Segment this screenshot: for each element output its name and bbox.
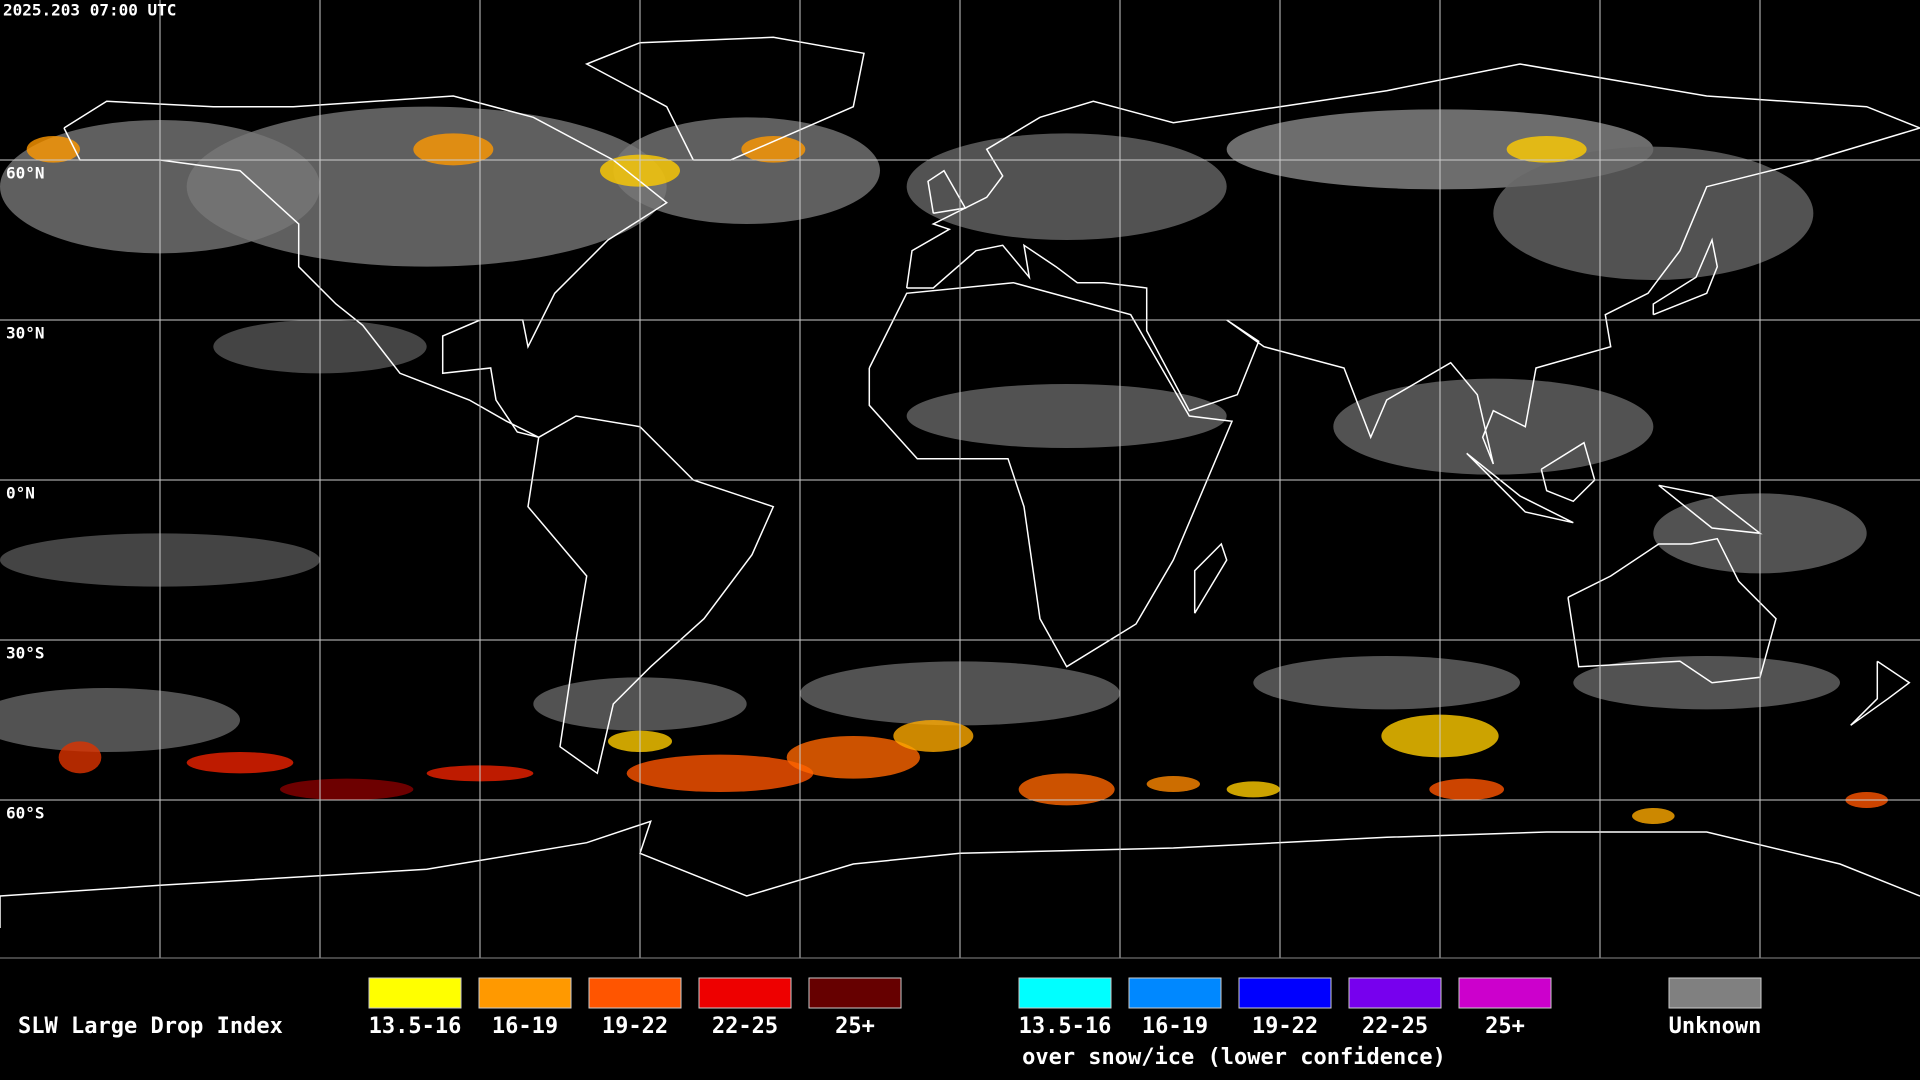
coastline bbox=[527, 415, 775, 775]
latitude-labels: 60°N 30°N 0°N 30°S 60°S bbox=[6, 164, 45, 823]
legend-swatch bbox=[808, 977, 902, 1009]
coastline bbox=[1850, 660, 1911, 726]
cloud-patch bbox=[280, 778, 414, 800]
coastlines bbox=[0, 36, 1920, 928]
legend-swatch bbox=[1128, 977, 1222, 1009]
coastline bbox=[868, 281, 1234, 668]
legend-title: SLW Large Drop Index bbox=[18, 1014, 283, 1039]
coastline bbox=[927, 169, 967, 215]
legend-swatch bbox=[478, 977, 572, 1009]
cloud-patch bbox=[186, 752, 294, 774]
coastline bbox=[1540, 441, 1596, 503]
legend-label: 13.5-16 bbox=[369, 1014, 462, 1039]
cloud-patch bbox=[906, 133, 1227, 240]
legend-swatch bbox=[1458, 977, 1552, 1009]
coastline bbox=[1652, 237, 1719, 316]
cloud-patch bbox=[741, 136, 806, 163]
cloud-patch bbox=[1632, 808, 1675, 824]
legend-label: Unknown bbox=[1669, 1014, 1762, 1039]
cloud-patch bbox=[1506, 136, 1587, 163]
snow-note: over snow/ice (lower confidence) bbox=[1022, 1045, 1446, 1070]
legend-label: 25+ bbox=[1485, 1014, 1525, 1039]
graticule bbox=[0, 0, 1920, 958]
coastline bbox=[63, 95, 668, 439]
legend-label: 25+ bbox=[835, 1014, 875, 1039]
legend-swatch bbox=[368, 977, 462, 1009]
legend-label: 19-22 bbox=[602, 1014, 668, 1039]
legend-swatch bbox=[1348, 977, 1442, 1009]
cloud-patch bbox=[1226, 781, 1281, 798]
cloud-patch bbox=[413, 133, 494, 166]
legend-swatch bbox=[588, 977, 682, 1009]
legend-label: 22-25 bbox=[712, 1014, 778, 1039]
cloud-patch bbox=[1253, 656, 1520, 710]
latitude-label: 60°S bbox=[6, 804, 45, 823]
cloud-patch bbox=[1146, 776, 1201, 792]
cloud-patch bbox=[26, 136, 81, 163]
legend-swatch bbox=[1238, 977, 1332, 1009]
cloud-patch bbox=[1429, 778, 1504, 800]
coastline bbox=[1193, 542, 1228, 614]
cloud-patch bbox=[786, 736, 920, 779]
legend-label: 22-25 bbox=[1362, 1014, 1428, 1039]
cloud-patch bbox=[1018, 773, 1115, 806]
legend-label: 13.5-16 bbox=[1019, 1014, 1112, 1039]
cloud-patch bbox=[1333, 378, 1654, 475]
coastline bbox=[1466, 452, 1574, 524]
cloud-layer bbox=[0, 106, 1888, 824]
coastline bbox=[905, 63, 1920, 465]
latitude-label: 30°S bbox=[6, 644, 45, 663]
latitude-label: 0°N bbox=[6, 484, 35, 503]
cloud-patch bbox=[58, 741, 102, 774]
latitude-label: 30°N bbox=[6, 324, 45, 343]
timestamp: 2025.203 07:00 UTC bbox=[3, 1, 176, 20]
cloud-patch bbox=[893, 720, 974, 752]
cloud-patch bbox=[626, 754, 814, 792]
legend-label: 19-22 bbox=[1252, 1014, 1318, 1039]
legend-label: 16-19 bbox=[1142, 1014, 1208, 1039]
legend-swatch bbox=[698, 977, 792, 1009]
legend: SLW Large Drop Index over snow/ice (lowe… bbox=[18, 977, 1762, 1070]
legend-label: 16-19 bbox=[492, 1014, 558, 1039]
cloud-patch bbox=[0, 688, 240, 752]
legend-swatch bbox=[1018, 977, 1112, 1009]
cloud-patch bbox=[1493, 146, 1814, 280]
cloud-patch bbox=[906, 384, 1227, 448]
latitude-label: 60°N bbox=[6, 164, 45, 183]
legend-swatch bbox=[1668, 977, 1762, 1009]
cloud-patch bbox=[1573, 656, 1840, 710]
coastline bbox=[1567, 537, 1777, 684]
cloud-patch bbox=[613, 117, 880, 224]
cloud-patch bbox=[186, 106, 667, 267]
